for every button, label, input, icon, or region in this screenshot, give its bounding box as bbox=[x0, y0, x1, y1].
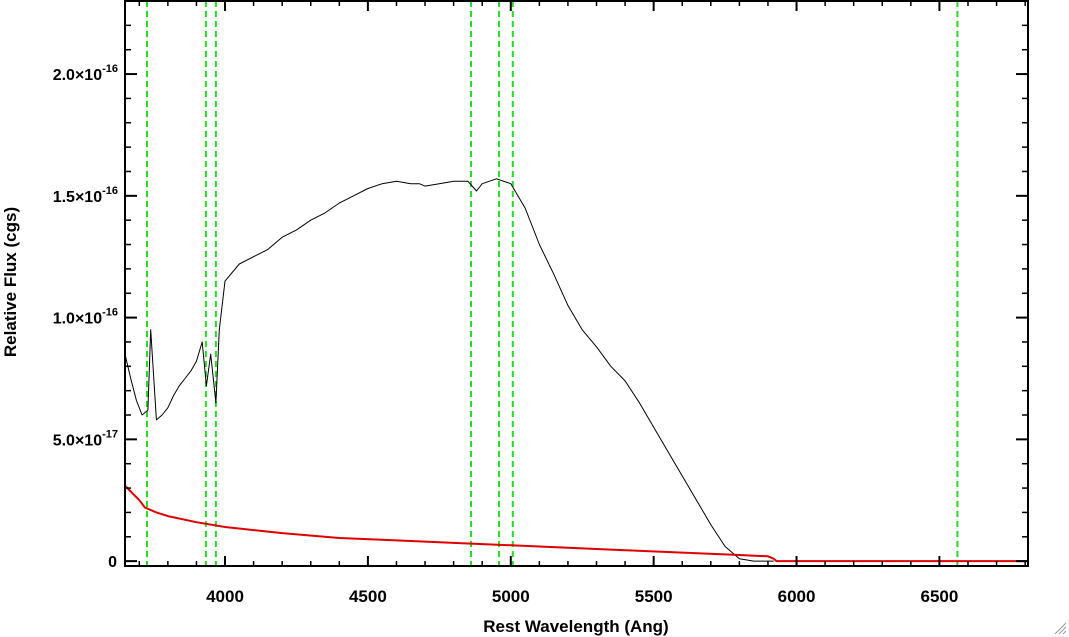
vertical-marker-lines bbox=[146, 1, 959, 566]
x-tick-label: 4000 bbox=[206, 587, 244, 606]
error-spectrum-line bbox=[124, 484, 1028, 563]
x-tick-label: 4500 bbox=[349, 587, 387, 606]
y-axis-label: Relative Flux (cgs) bbox=[1, 207, 20, 357]
spectrum-series bbox=[124, 178, 1028, 563]
flux-spectrum-line bbox=[124, 178, 774, 562]
y-tick-label: 5.0×10-17 bbox=[53, 428, 118, 449]
y-tick-label: 1.5×10-16 bbox=[53, 185, 118, 206]
resize-grip-icon[interactable] bbox=[1053, 621, 1067, 635]
plot-frame bbox=[124, 0, 1029, 567]
x-tick-label: 5500 bbox=[635, 587, 673, 606]
x-tick-label: 6000 bbox=[778, 587, 816, 606]
y-axis-ticks: 0 5.0×10-17 1.0×10-16 1.5×10-16 2.0×10-16 bbox=[53, 0, 1028, 571]
y-tick-label: 0 bbox=[108, 554, 117, 571]
x-tick-label: 5000 bbox=[492, 587, 530, 606]
y-tick-label: 1.0×10-16 bbox=[53, 307, 118, 328]
x-tick-label: 6500 bbox=[921, 587, 959, 606]
x-axis-label: Rest Wavelength (Ang) bbox=[483, 617, 668, 636]
x-axis-ticks: 4000 4500 5000 5500 6000 6500 bbox=[138, 1, 1026, 606]
y-tick-label: 2.0×10-16 bbox=[53, 63, 118, 84]
